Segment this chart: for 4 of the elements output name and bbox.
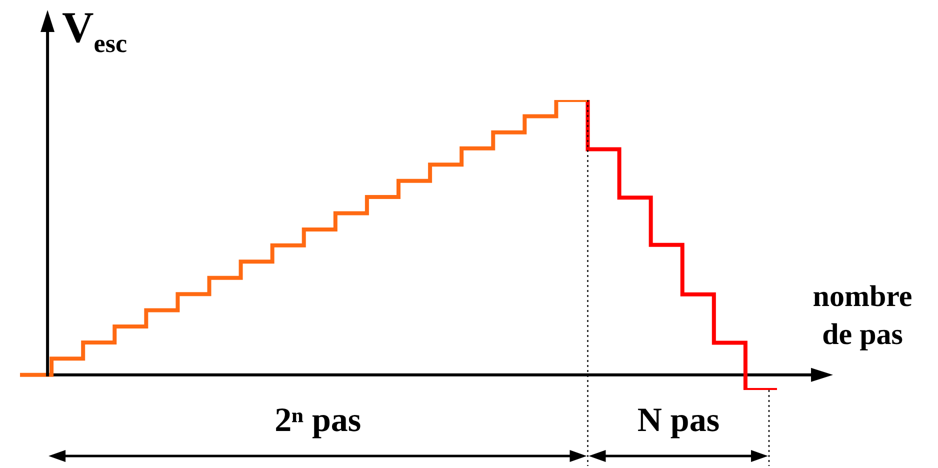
text: 2ⁿ pas	[274, 402, 362, 440]
text: N pas	[637, 402, 720, 440]
y-axis-title: V$_{esc}$	[62, 2, 127, 59]
x-axis-title: nombre de pas	[812, 279, 914, 352]
